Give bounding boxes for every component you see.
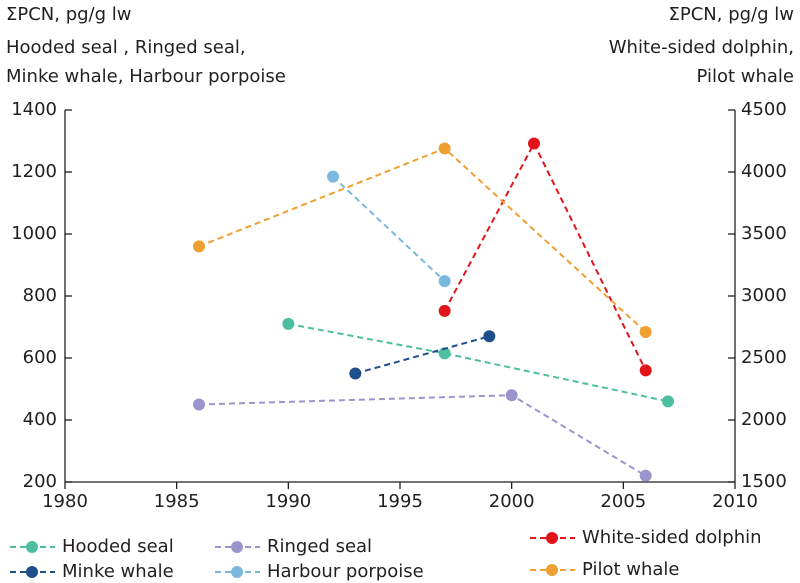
series-line bbox=[288, 322, 669, 403]
y-axis-label: ΣPCN, pg/g lw bbox=[6, 4, 132, 25]
series-line bbox=[355, 335, 490, 375]
data-point bbox=[327, 170, 339, 183]
y-tick-label: 1200 bbox=[11, 161, 57, 182]
legend-label: Hooded seal bbox=[62, 536, 174, 557]
data-point bbox=[639, 364, 652, 377]
y2-tick-label: 3000 bbox=[741, 285, 787, 306]
y2-tick-label: 2500 bbox=[741, 347, 787, 368]
y2-axis-species: White-sided dolphin, bbox=[609, 37, 794, 58]
series-line bbox=[198, 147, 647, 333]
data-point bbox=[282, 317, 295, 330]
legend-label: Pilot whale bbox=[582, 559, 680, 580]
legend-label: Ringed seal bbox=[267, 536, 372, 557]
y2-axis-label: ΣPCN, pg/g lw bbox=[669, 4, 795, 25]
y-tick-label: 400 bbox=[23, 409, 57, 430]
data-point bbox=[528, 137, 540, 150]
y2-axis-species: Pilot whale bbox=[697, 66, 795, 87]
x-tick-label: 2000 bbox=[489, 491, 535, 512]
y-tick-label: 1400 bbox=[11, 99, 57, 120]
data-point bbox=[438, 347, 451, 360]
data-point bbox=[438, 142, 451, 155]
y-tick-label: 200 bbox=[23, 471, 57, 492]
legend-label: White-sided dolphin bbox=[582, 527, 762, 548]
y-tick-label: 1000 bbox=[11, 223, 57, 244]
y2-tick-label: 2000 bbox=[741, 409, 787, 430]
x-tick-label: 2005 bbox=[600, 491, 646, 512]
series-line bbox=[443, 141, 647, 371]
data-point bbox=[639, 325, 652, 338]
y-axis-species: Minke whale, Harbour porpoise bbox=[6, 66, 286, 87]
data-point bbox=[349, 367, 362, 380]
legend-marker bbox=[546, 532, 558, 544]
data-point bbox=[639, 469, 652, 482]
y-tick-label: 800 bbox=[23, 285, 57, 306]
y2-tick-label: 1500 bbox=[741, 471, 787, 492]
x-tick-label: 1995 bbox=[377, 491, 423, 512]
legend-label: Harbour porpoise bbox=[267, 561, 424, 582]
series-line bbox=[198, 394, 647, 477]
legend-marker bbox=[26, 566, 38, 578]
y2-tick-label: 3500 bbox=[741, 223, 787, 244]
data-point bbox=[483, 330, 496, 343]
legend-marker bbox=[546, 564, 558, 576]
data-point bbox=[662, 395, 674, 408]
series-line bbox=[332, 175, 446, 282]
data-point bbox=[193, 240, 205, 253]
x-tick-label: 1990 bbox=[265, 491, 311, 512]
x-tick-label: 2010 bbox=[712, 491, 758, 512]
legend-label: Minke whale bbox=[62, 561, 174, 582]
legend-marker bbox=[231, 541, 243, 553]
legend-marker bbox=[231, 566, 243, 578]
data-point bbox=[193, 398, 205, 411]
x-tick-label: 1985 bbox=[154, 491, 200, 512]
y2-tick-label: 4000 bbox=[741, 161, 787, 182]
x-tick-label: 1980 bbox=[42, 491, 88, 512]
y-axis-species: Hooded seal , Ringed seal, bbox=[6, 37, 246, 58]
data-point bbox=[505, 389, 518, 402]
data-point bbox=[438, 275, 451, 288]
y-tick-label: 600 bbox=[23, 347, 57, 368]
y2-tick-label: 4500 bbox=[741, 99, 787, 120]
data-point bbox=[438, 304, 451, 317]
legend-marker bbox=[26, 541, 38, 553]
